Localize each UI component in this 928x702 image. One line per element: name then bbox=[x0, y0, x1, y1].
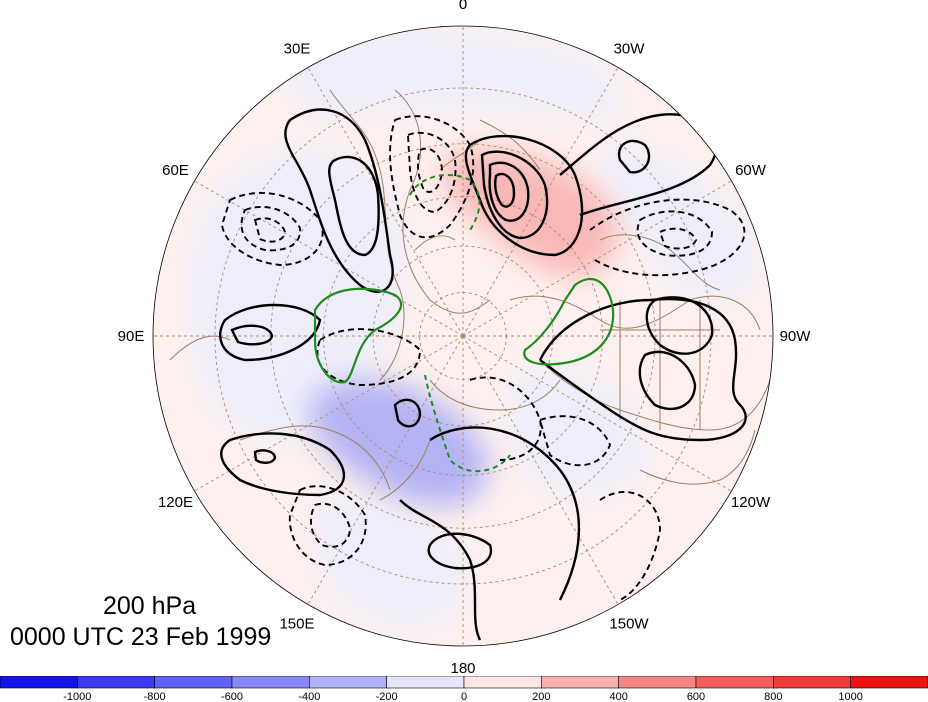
coastlines bbox=[169, 89, 771, 501]
latitude-circle bbox=[270, 143, 656, 529]
contour-dashed bbox=[389, 115, 475, 239]
contour-solid bbox=[429, 426, 581, 601]
longitude-label: 180 bbox=[450, 660, 475, 677]
meridian-line bbox=[462, 335, 619, 605]
contour-dashed bbox=[589, 198, 746, 277]
contour-dashed bbox=[221, 192, 324, 266]
longitude-label: 30W bbox=[614, 40, 646, 57]
contour-dashed bbox=[636, 210, 713, 257]
colorbar-tick-label: 1000 bbox=[838, 691, 862, 702]
longitude-label: 90W bbox=[780, 328, 812, 345]
contour-zero bbox=[523, 278, 615, 366]
colorbar-box bbox=[309, 676, 387, 689]
colorbar-tick-label: 0 bbox=[461, 691, 467, 702]
valid-time-title: 0000 UTC 23 Feb 1999 bbox=[10, 623, 272, 651]
contour-solid bbox=[218, 303, 322, 362]
longitude-label: 150W bbox=[609, 616, 649, 633]
contour-zero-dashed bbox=[409, 174, 481, 231]
colorbar-box bbox=[773, 676, 851, 689]
meridian-line bbox=[462, 67, 619, 337]
colorbar-box bbox=[77, 676, 155, 689]
longitude-label: 60W bbox=[735, 162, 767, 179]
contour-dashed bbox=[240, 206, 301, 252]
negative-anomaly-center bbox=[309, 379, 488, 506]
contour-solid bbox=[230, 324, 274, 346]
colorbar-box bbox=[231, 676, 310, 689]
latitude-circle bbox=[419, 292, 507, 380]
contour-solid bbox=[538, 297, 747, 442]
contour-solid bbox=[488, 161, 530, 222]
colorbar-tick-label: -400 bbox=[298, 691, 320, 702]
contour-dashed bbox=[538, 415, 612, 467]
meridian-line bbox=[462, 180, 732, 337]
map-boundary bbox=[152, 25, 774, 647]
colorbar-tick-label: -200 bbox=[376, 691, 398, 702]
contour-solid bbox=[427, 532, 493, 570]
height-contours bbox=[218, 108, 747, 641]
meridian-line bbox=[194, 180, 464, 337]
colorbar-box bbox=[0, 676, 78, 689]
longitude-label: 120W bbox=[731, 494, 771, 511]
contour-solid bbox=[638, 350, 697, 411]
contour-solid bbox=[494, 172, 516, 208]
longitude-label: 0 bbox=[459, 0, 467, 13]
colorbar: -1000 -800 -600 -400 -200 0 200 400 600 800 1000 bbox=[0, 676, 928, 702]
contour-dashed bbox=[288, 485, 367, 566]
contour-solid bbox=[645, 296, 714, 355]
longitude-labels: 0 30W 60W 90W 120W 150W 180 150E 120E 90E 60E 30E bbox=[118, 0, 812, 677]
contour-dashed bbox=[469, 376, 542, 461]
contour-dashed bbox=[599, 491, 661, 601]
longitude-label: 120E bbox=[158, 494, 193, 511]
contour-solid bbox=[393, 398, 422, 428]
colorbar-box bbox=[618, 676, 697, 689]
contour-dashed bbox=[407, 131, 457, 213]
contour-solid bbox=[617, 139, 651, 174]
colorbar-tick-label: -1000 bbox=[63, 691, 91, 702]
longitude-label: 60E bbox=[162, 162, 189, 179]
contour-solid bbox=[220, 432, 346, 497]
colorbar-tick-label: 400 bbox=[609, 691, 627, 702]
contour-solid bbox=[253, 449, 277, 464]
colorbar-box bbox=[541, 676, 619, 689]
colorbar-box bbox=[386, 676, 465, 689]
longitude-label: 150E bbox=[279, 616, 314, 633]
contour-dashed bbox=[310, 502, 351, 548]
meridian-line bbox=[194, 335, 464, 492]
colorbar-tick-label: -800 bbox=[144, 691, 166, 702]
longitude-label: 90E bbox=[118, 328, 145, 345]
colorbar-tick-label: 800 bbox=[764, 691, 782, 702]
contour-dashed bbox=[316, 328, 421, 386]
longitude-label: 30E bbox=[284, 40, 311, 57]
colorbar-box bbox=[695, 676, 774, 689]
meridian-line bbox=[307, 335, 464, 605]
latitude-circle bbox=[323, 196, 603, 476]
colorbar-box bbox=[154, 676, 233, 689]
contour-solid bbox=[328, 155, 380, 257]
contour-solid bbox=[284, 108, 394, 293]
colorbar-box bbox=[463, 676, 542, 689]
contour-zero-dashed bbox=[424, 374, 511, 473]
contour-zero bbox=[313, 287, 403, 384]
contour-dashed bbox=[253, 217, 286, 243]
colorbar-tick-label: -600 bbox=[221, 691, 243, 702]
colorbar-tick-label: 200 bbox=[532, 691, 550, 702]
contour-dashed bbox=[658, 227, 698, 250]
latitude-circle bbox=[372, 245, 554, 427]
colorbar-box bbox=[850, 676, 928, 689]
meridian-line bbox=[462, 335, 732, 492]
colorbar-tick-label: 600 bbox=[687, 691, 705, 702]
contour-solid bbox=[480, 150, 549, 240]
contour-solid bbox=[399, 499, 482, 641]
pressure-level-title: 200 hPa bbox=[103, 592, 197, 620]
